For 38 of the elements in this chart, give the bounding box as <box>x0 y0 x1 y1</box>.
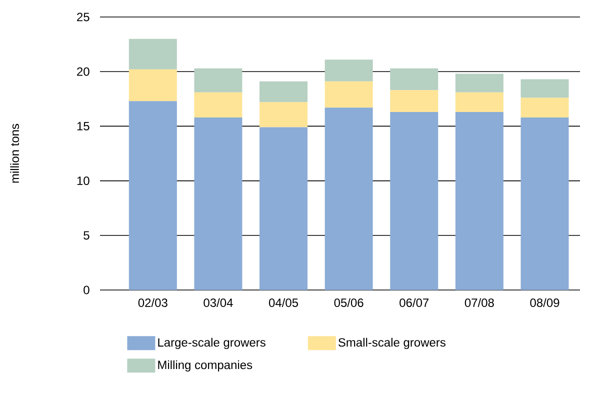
bar <box>324 60 373 82</box>
x-tick-label: 06/07 <box>400 298 429 307</box>
bar <box>128 69 177 102</box>
x-tick-label: 07/08 <box>464 298 494 307</box>
y-tick-label: 15 <box>77 122 90 130</box>
bar <box>194 68 242 92</box>
y-tick-label: 20 <box>77 67 90 76</box>
x-tick-label: 03/04 <box>204 298 233 307</box>
bar <box>390 90 438 112</box>
x-tick-label: 05/06 <box>334 298 364 307</box>
x-tick-label: 02/03 <box>138 298 168 307</box>
bar <box>390 112 438 290</box>
bar <box>194 117 242 290</box>
x-tick-label: 04/05 <box>268 298 298 307</box>
bar <box>260 102 308 128</box>
bar <box>324 108 373 290</box>
bar <box>520 117 569 290</box>
legend-label: Large-scale growers <box>158 338 266 350</box>
bar <box>324 81 373 108</box>
x-tick-label: 08/09 <box>530 298 560 307</box>
legend-label: Small-scale growers <box>338 338 446 350</box>
bar <box>128 101 177 290</box>
bar <box>520 79 569 98</box>
y-tick-label: 5 <box>84 231 90 240</box>
bar <box>260 81 308 102</box>
bar <box>455 112 504 290</box>
bar <box>390 68 438 90</box>
bar <box>455 74 504 92</box>
bar <box>260 127 308 290</box>
bar <box>128 38 177 70</box>
y-tick-label: 25 <box>77 12 90 22</box>
y-axis-title: million tons <box>10 124 19 183</box>
bar <box>194 92 242 118</box>
legend-label: Milling companies <box>158 360 252 372</box>
bar <box>520 98 569 118</box>
y-tick-label: 10 <box>77 176 90 186</box>
y-tick-label: 0 <box>84 286 90 294</box>
bar <box>455 92 504 112</box>
